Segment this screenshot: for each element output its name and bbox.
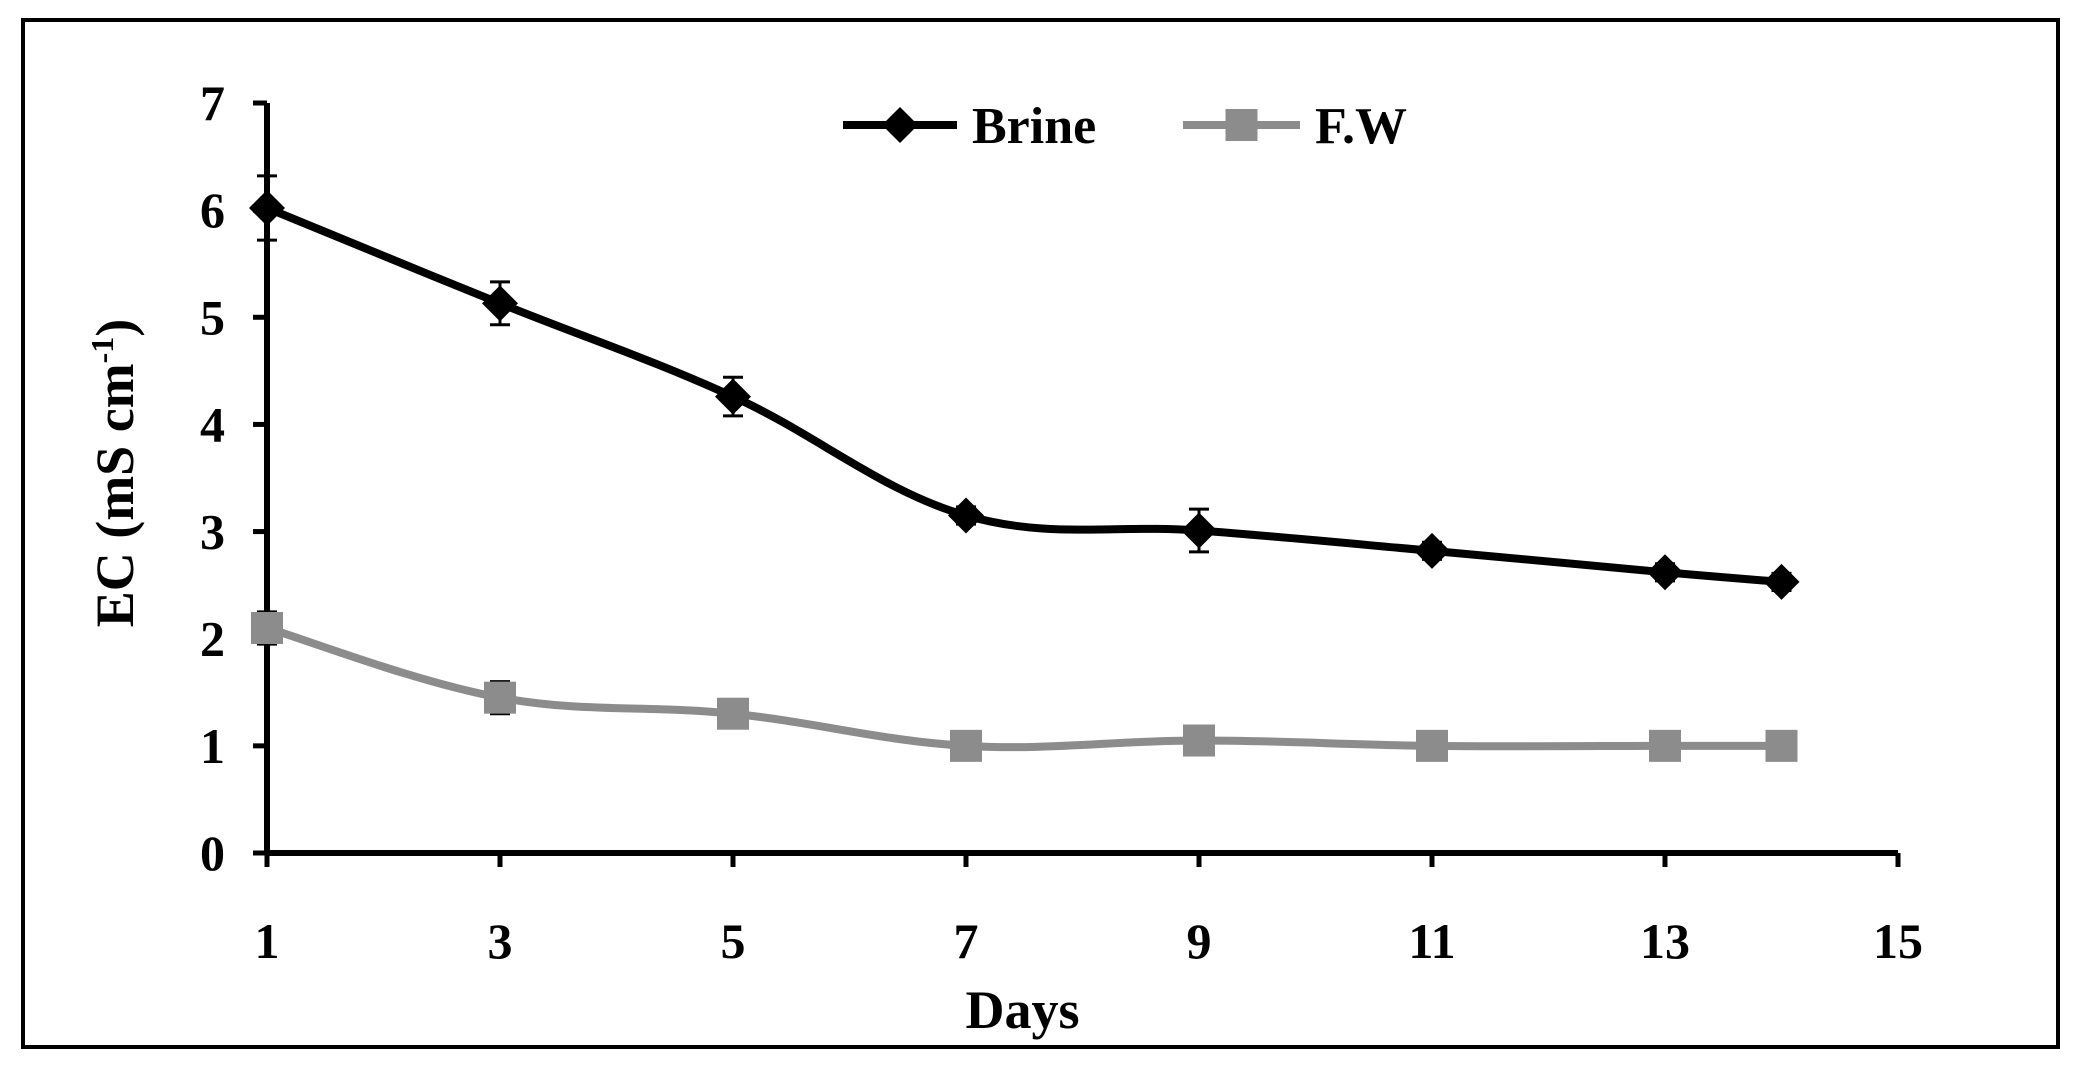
data-point-brine (249, 190, 285, 226)
data-point-f-w (1765, 729, 1798, 762)
y-tick-label: 3 (200, 504, 225, 560)
x-tick-label: 9 (1187, 913, 1212, 969)
legend-label: Brine (972, 98, 1096, 155)
data-point-f-w (484, 681, 516, 714)
y-axis-title-superscript: -1 (84, 337, 120, 364)
y-tick-label: 1 (200, 718, 225, 774)
x-tick-label: 1 (255, 913, 280, 969)
legend-label: F.W (1315, 98, 1407, 155)
y-tick-label: 0 (200, 825, 225, 881)
x-tick-label: 15 (1873, 913, 1923, 969)
data-point-brine (1181, 512, 1217, 549)
chart-frame (21, 18, 2060, 1049)
data-point-brine (482, 285, 518, 322)
legend-entry-f-w: F.W (1183, 98, 1407, 155)
series-brine (249, 174, 1800, 600)
series-line-f-w (265, 624, 1782, 752)
y-axis-title-close: ) (85, 319, 145, 337)
y-axis-title-main: EC (mS cm (85, 363, 145, 627)
data-point-brine (948, 497, 984, 534)
data-point-f-w (1416, 729, 1448, 762)
y-tick-label: 5 (200, 289, 225, 345)
series-f-w (251, 610, 1798, 762)
y-tick-label: 6 (200, 182, 225, 238)
y-tick-label: 7 (200, 75, 225, 131)
data-point-f-w (717, 697, 749, 730)
x-tick-label: 7 (954, 913, 979, 969)
data-point-brine (1647, 554, 1683, 591)
data-point-brine (1414, 532, 1450, 569)
y-axis-title: EC (mS cm-1) (84, 319, 145, 628)
x-tick-label: 5 (721, 913, 746, 969)
data-point-f-w (251, 612, 283, 644)
data-point-f-w (1649, 729, 1681, 762)
x-tick-label: 3 (488, 913, 513, 969)
x-tick-label: 13 (1640, 913, 1690, 969)
y-tick-label: 2 (200, 611, 225, 667)
legend-swatch-marker (1225, 109, 1258, 141)
y-tick-label: 4 (200, 396, 225, 452)
data-point-brine (715, 378, 751, 415)
data-point-f-w (950, 729, 982, 762)
legend-swatch-marker (882, 107, 918, 143)
data-point-f-w (1183, 724, 1215, 757)
x-tick-label: 11 (1408, 913, 1455, 969)
data-point-brine (1763, 563, 1800, 600)
series-line-brine (265, 204, 1782, 586)
legend-entry-brine: Brine (843, 98, 1096, 155)
x-axis-title: Days (965, 980, 1079, 1040)
